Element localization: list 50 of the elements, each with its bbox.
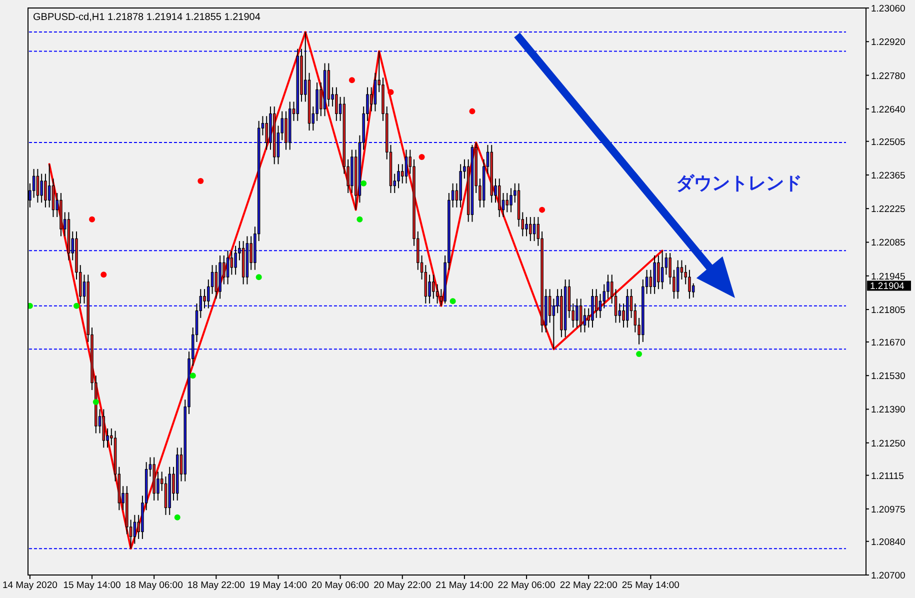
point (388, 89, 394, 96)
x-tick-label: 18 May 22:00 (187, 580, 245, 591)
y-tick-label: 1.23060 (871, 4, 906, 14)
x-tick-label: 15 May 14:00 (63, 580, 121, 591)
point (636, 350, 642, 357)
point (418, 154, 425, 160)
point (198, 178, 204, 184)
x-tick-label: 14 May 2020 (2, 580, 58, 591)
x-tick-label: 19 May 14:00 (249, 580, 308, 591)
y-tick-label: 1.21530 (871, 371, 906, 382)
point (348, 77, 355, 84)
y-tick-label: 1.20840 (871, 536, 906, 548)
point (174, 514, 180, 520)
y-tick-label: 1.21390 (871, 404, 906, 416)
y-tick-label: 1.22780 (871, 70, 906, 82)
y-tick-label: 1.22365 (871, 170, 906, 182)
y-tick-label: 1.21115 (871, 470, 904, 482)
x-tick-label: 21 May 14:00 (436, 580, 494, 591)
text: 1.21904 (870, 281, 904, 292)
point (469, 108, 476, 114)
y-tick-label: 1.22225 (871, 204, 906, 216)
y-tick-label: 1.22640 (871, 104, 906, 116)
y-tick-label: 1.20700 (871, 570, 906, 582)
point (356, 216, 363, 222)
point (73, 302, 80, 309)
y-tick-label: 1.22505 (871, 136, 906, 148)
point (190, 372, 196, 379)
x-tick-label: 18 May 06:00 (125, 580, 183, 591)
x-tick-label: 25 May 14:00 (622, 580, 680, 591)
chart-title: GBPUSD-cd,H1 1.21878 1.21914 1.21855 1.21904 (33, 12, 261, 23)
y-tick-label: 1.21805 (871, 305, 906, 316)
y-tick-label: 1.21250 (871, 438, 906, 450)
point (360, 180, 367, 186)
point (89, 216, 96, 222)
y-tick-label: 1.22085 (871, 238, 906, 249)
point (539, 206, 546, 213)
x-tick-label: 20 May 06:00 (312, 580, 370, 591)
annotation: ダウントレンド (676, 173, 802, 194)
point (450, 298, 456, 304)
y-tick-label: 1.21945 (871, 271, 906, 282)
y-tick-label: 1.21670 (871, 337, 906, 348)
point (256, 274, 262, 280)
point (92, 399, 99, 406)
x-tick-label: 20 May 22:00 (374, 580, 432, 591)
point (100, 272, 107, 278)
x-tick-label: 22 May 06:00 (498, 580, 556, 591)
x-tick-label: 22 May 22:00 (560, 580, 618, 591)
point (28, 302, 33, 309)
y-tick-label: 1.22920 (871, 37, 906, 48)
y-tick-label: 1.20975 (871, 504, 906, 516)
